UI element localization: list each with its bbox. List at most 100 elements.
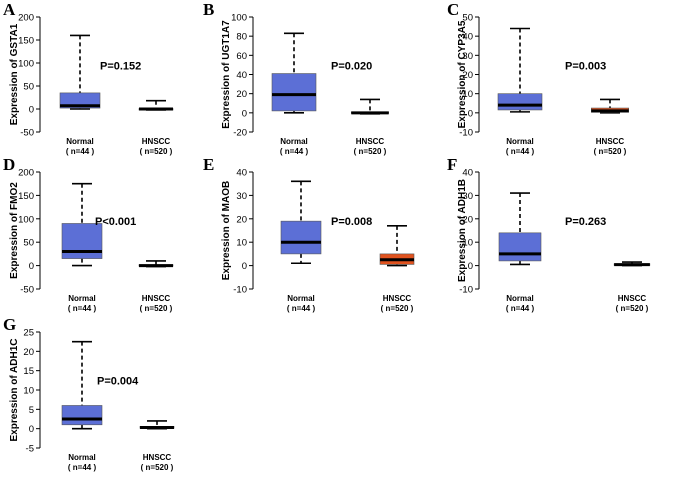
x-category-n-normal: ( n=44 ) (66, 147, 95, 156)
y-tick-label: 10 (236, 238, 247, 249)
y-axis-label: Expression of ADH1B (457, 179, 468, 282)
x-category-n-hnscc: ( n=520 ) (381, 304, 414, 313)
x-category-n-normal: ( n=44 ) (287, 304, 316, 313)
y-tick-label: -50 (20, 285, 34, 296)
x-category-n-hnscc: ( n=520 ) (616, 304, 649, 313)
x-category-label-hnscc: HNSCC (618, 294, 647, 303)
y-tick-label: 10 (462, 89, 473, 100)
y-tick-label: 50 (23, 238, 34, 249)
x-category-n-normal: ( n=44 ) (506, 304, 535, 313)
y-tick-label: 150 (18, 36, 34, 47)
y-tick-label: 200 (18, 168, 34, 179)
x-category-n-normal: ( n=44 ) (68, 304, 97, 313)
x-category-label-hnscc: HNSCC (383, 294, 412, 303)
box-normal (280, 220, 322, 255)
y-tick-label: 100 (18, 214, 34, 225)
p-value-label: P=0.020 (331, 60, 372, 72)
y-axis-label: Expression of CYP3A5 (457, 20, 468, 128)
y-tick-label: 30 (462, 191, 473, 202)
y-tick-label: -5 (26, 444, 34, 455)
y-tick-label: 0 (29, 105, 34, 116)
panel-letter-b: B (203, 0, 214, 19)
x-category-n-hnscc: ( n=520 ) (594, 147, 627, 156)
y-tick-label: 20 (23, 347, 34, 358)
x-category-label-normal: Normal (506, 137, 534, 146)
x-category-label-normal: Normal (66, 137, 94, 146)
box-normal (61, 223, 103, 259)
y-axis-label: Expression of GSTA1 (9, 23, 20, 125)
p-value-label: P=0.263 (565, 216, 606, 228)
y-tick-label: 5 (29, 405, 34, 416)
y-tick-label: -50 (20, 128, 34, 139)
x-category-label-hnscc: HNSCC (143, 453, 172, 462)
x-category-n-hnscc: ( n=520 ) (140, 304, 173, 313)
y-axis-label: Expression of MAOB (221, 181, 232, 280)
x-category-n-normal: ( n=44 ) (280, 147, 309, 156)
panel-letter-f: F (447, 155, 457, 174)
panel-letter-a: A (3, 0, 16, 19)
x-category-label-normal: Normal (68, 294, 96, 303)
x-category-label-normal: Normal (506, 294, 534, 303)
y-tick-label: -10 (459, 285, 473, 296)
y-tick-label: 100 (18, 59, 34, 70)
box-normal (271, 73, 317, 112)
x-category-n-normal: ( n=44 ) (68, 463, 97, 472)
x-category-n-normal: ( n=44 ) (506, 147, 535, 156)
y-tick-label: 40 (236, 168, 247, 179)
x-category-label-normal: Normal (68, 453, 96, 462)
y-tick-label: 50 (23, 82, 34, 93)
y-axis-label: Expression of ADH1C (9, 339, 20, 442)
y-tick-label: 10 (462, 238, 473, 249)
y-tick-label: 40 (236, 70, 247, 81)
x-category-label-hnscc: HNSCC (356, 137, 385, 146)
y-tick-label: 0 (242, 261, 247, 272)
y-tick-label: 40 (462, 32, 473, 43)
y-tick-label: -10 (459, 128, 473, 139)
y-tick-label: 20 (236, 89, 247, 100)
p-value-label: P=0.004 (97, 376, 139, 388)
y-axis-label: Expression of FMO2 (9, 182, 20, 279)
y-tick-label: -10 (233, 285, 247, 296)
y-tick-label: 100 (231, 13, 247, 24)
y-tick-label: 30 (462, 51, 473, 62)
y-tick-label: 150 (18, 191, 34, 202)
y-tick-label: 200 (18, 13, 34, 24)
p-value-label: P=0.003 (565, 60, 606, 72)
y-tick-label: 20 (462, 214, 473, 225)
y-tick-label: 50 (462, 13, 473, 24)
p-value-label: P<0.001 (95, 216, 136, 228)
y-tick-label: 0 (468, 108, 473, 119)
y-tick-label: 40 (462, 168, 473, 179)
y-tick-label: 80 (236, 32, 247, 43)
x-category-label-hnscc: HNSCC (142, 137, 171, 146)
x-category-label-normal: Normal (280, 137, 308, 146)
y-tick-label: 30 (236, 191, 247, 202)
panel-letter-g: G (3, 315, 16, 334)
x-category-n-hnscc: ( n=520 ) (354, 147, 387, 156)
p-value-label: P=0.152 (100, 60, 141, 72)
y-tick-label: 25 (23, 328, 34, 339)
p-value-label: P=0.008 (331, 216, 372, 228)
box-normal (498, 232, 542, 262)
y-tick-label: 0 (468, 261, 473, 272)
y-tick-label: 0 (29, 424, 34, 435)
box-normal (61, 405, 103, 426)
y-tick-label: -20 (233, 128, 247, 139)
x-category-label-hnscc: HNSCC (596, 137, 625, 146)
y-tick-label: 20 (462, 70, 473, 81)
y-axis-label: Expression of UGT1A7 (221, 20, 232, 129)
y-tick-label: 0 (29, 261, 34, 272)
x-category-label-hnscc: HNSCC (142, 294, 171, 303)
panel-letter-c: C (447, 0, 459, 19)
box-normal (497, 93, 543, 111)
x-category-n-hnscc: ( n=520 ) (141, 463, 174, 472)
y-tick-label: 15 (23, 366, 34, 377)
y-tick-label: 20 (236, 214, 247, 225)
y-tick-label: 0 (242, 108, 247, 119)
y-tick-label: 10 (23, 386, 34, 397)
panel-letter-e: E (203, 155, 214, 174)
panel-letter-d: D (3, 155, 15, 174)
x-category-n-hnscc: ( n=520 ) (140, 147, 173, 156)
